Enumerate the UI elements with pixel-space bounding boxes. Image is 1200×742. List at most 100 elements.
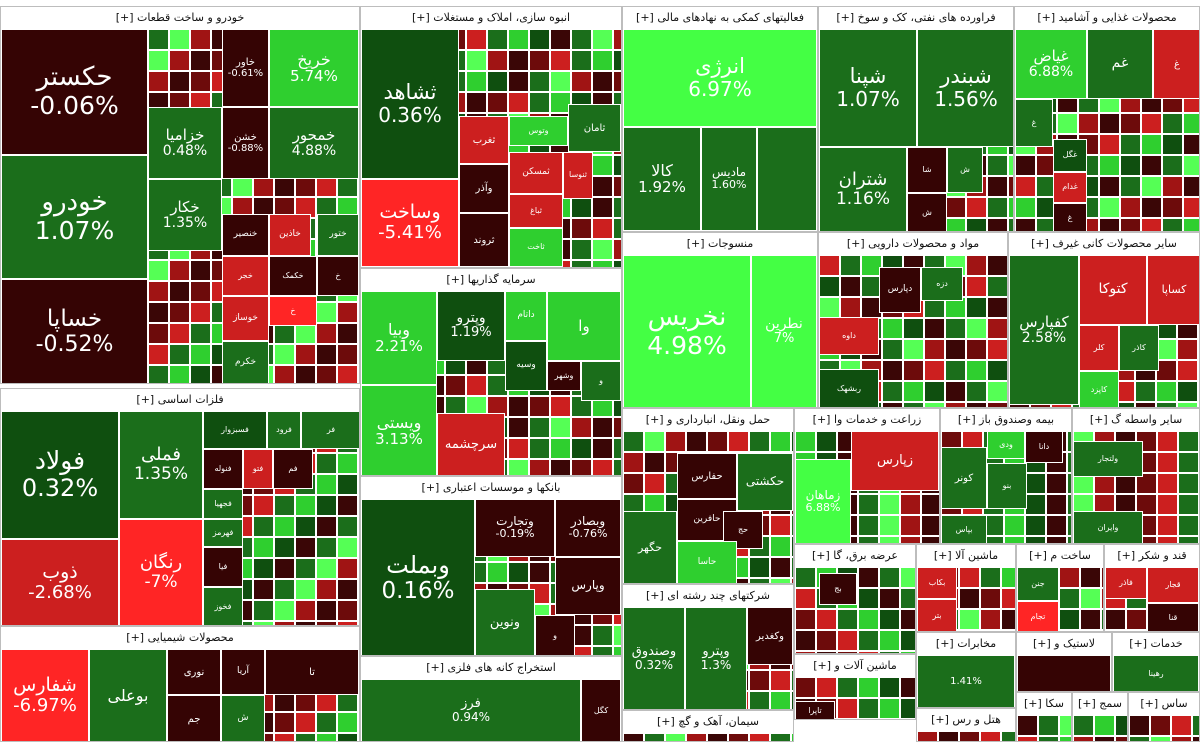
- filler-tile[interactable]: [316, 453, 337, 474]
- filler-tile[interactable]: [1156, 402, 1177, 407]
- filler-tile[interactable]: [816, 609, 837, 630]
- filler-tile[interactable]: [1038, 736, 1059, 741]
- stock-tile[interactable]: ختور: [317, 214, 359, 256]
- filler-tile[interactable]: [190, 50, 211, 71]
- sector-header[interactable]: محصولات غذایی و آشامید [+]: [1015, 7, 1199, 30]
- filler-tile[interactable]: [508, 50, 529, 71]
- filler-tile[interactable]: [571, 260, 592, 267]
- filler-tile[interactable]: [1156, 339, 1177, 360]
- stock-tile[interactable]: فنوله: [203, 449, 243, 489]
- filler-tile[interactable]: [1162, 155, 1183, 176]
- filler-tile[interactable]: [987, 255, 1007, 276]
- stock-tile[interactable]: فولاد 0.32%: [1, 411, 119, 539]
- filler-tile[interactable]: [592, 239, 613, 260]
- filler-tile[interactable]: [945, 381, 966, 402]
- stock-tile[interactable]: رنگان -7%: [119, 519, 203, 625]
- filler-tile[interactable]: [966, 402, 987, 407]
- filler-tile[interactable]: [592, 625, 613, 646]
- sector-سیمان-آهک-و-گچ[interactable]: سیمان، آهک و گچ [+]: [622, 710, 794, 742]
- filler-tile[interactable]: [1177, 381, 1198, 402]
- stock-tile[interactable]: بنو: [987, 463, 1027, 509]
- filler-tile[interactable]: [1115, 715, 1127, 736]
- filler-tile[interactable]: [900, 515, 921, 536]
- filler-tile[interactable]: [980, 567, 1001, 588]
- filler-tile[interactable]: [966, 276, 987, 297]
- filler-tile[interactable]: [508, 396, 529, 417]
- filler-tile[interactable]: [337, 365, 358, 383]
- filler-tile[interactable]: [903, 381, 924, 402]
- stock-tile[interactable]: وپترو 1.3%: [685, 607, 747, 709]
- filler-tile[interactable]: [1046, 473, 1067, 494]
- filler-tile[interactable]: [466, 71, 487, 92]
- filler-tile[interactable]: [1162, 218, 1183, 231]
- filler-tile[interactable]: [550, 459, 571, 475]
- filler-tile[interactable]: [879, 494, 900, 515]
- filler-tile[interactable]: [1126, 609, 1147, 630]
- stock-tile[interactable]: بپاس: [941, 515, 987, 543]
- filler-tile[interactable]: [190, 365, 211, 383]
- stock-tile[interactable]: وآذر: [459, 164, 509, 213]
- filler-tile[interactable]: [1120, 176, 1141, 197]
- sector-header[interactable]: سمج [+]: [1073, 693, 1127, 716]
- filler-tile[interactable]: [1171, 736, 1192, 741]
- stock-tile[interactable]: وتوس: [509, 116, 568, 146]
- filler-tile[interactable]: [550, 438, 571, 459]
- stock-tile[interactable]: نطرین 7%: [751, 255, 817, 407]
- filler-tile[interactable]: [571, 459, 592, 475]
- filler-tile[interactable]: [882, 318, 903, 339]
- filler-tile[interactable]: [148, 323, 169, 344]
- stock-tile[interactable]: خاذین: [269, 214, 311, 256]
- sector-header[interactable]: فعالیتهای کمکی به نهادهای مالی [+]: [623, 7, 817, 30]
- filler-tile[interactable]: [550, 71, 571, 92]
- stock-tile[interactable]: وتجارت -0.19%: [475, 499, 555, 557]
- filler-tile[interactable]: [795, 588, 816, 609]
- stock-tile[interactable]: بکاب: [917, 567, 957, 599]
- stock-tile[interactable]: نخریس 4.98%: [623, 255, 751, 407]
- filler-tile[interactable]: [1017, 736, 1038, 741]
- filler-tile[interactable]: [1025, 515, 1046, 536]
- filler-tile[interactable]: [316, 579, 337, 600]
- stock-tile[interactable]: زپارس: [851, 431, 939, 491]
- filler-tile[interactable]: [148, 302, 169, 323]
- filler-tile[interactable]: [358, 365, 359, 383]
- filler-tile[interactable]: [190, 281, 211, 302]
- filler-tile[interactable]: [1105, 609, 1126, 630]
- sector-سایر-واسطه-گ[interactable]: سایر واسطه گ [+] ولتجار وایران: [1072, 408, 1200, 544]
- filler-tile[interactable]: [358, 453, 359, 474]
- filler-tile[interactable]: [508, 417, 529, 438]
- sector-سمج[interactable]: سمج [+]: [1072, 692, 1128, 742]
- stock-tile[interactable]: کالا 1.92%: [623, 127, 701, 231]
- filler-tile[interactable]: [169, 260, 190, 281]
- filler-tile[interactable]: [1059, 609, 1080, 630]
- stock-tile[interactable]: کلر: [1079, 325, 1119, 371]
- filler-tile[interactable]: [337, 733, 358, 741]
- filler-tile[interactable]: [169, 281, 190, 302]
- filler-tile[interactable]: [253, 558, 274, 579]
- filler-tile[interactable]: [274, 516, 295, 537]
- filler-tile[interactable]: [1017, 715, 1038, 736]
- sector-زراعت-و-خدمات-وا[interactable]: زراعت و خدمات وا [+] زماهان 6.88% زپارس: [794, 408, 940, 544]
- filler-tile[interactable]: [879, 630, 900, 651]
- stock-tile[interactable]: داتام: [505, 291, 547, 341]
- filler-tile[interactable]: [795, 630, 816, 651]
- filler-tile[interactable]: [1177, 339, 1198, 360]
- filler-tile[interactable]: [337, 516, 358, 537]
- filler-tile[interactable]: [550, 396, 571, 417]
- sector-بانکها-و-موسسات-اعتباری[interactable]: بانکها و موسسات اعتباری [+] وبملت 0.16% وتج…: [360, 476, 622, 656]
- filler-tile[interactable]: [623, 733, 644, 741]
- filler-tile[interactable]: [1094, 736, 1115, 741]
- filler-tile[interactable]: [1129, 715, 1150, 736]
- filler-tile[interactable]: [571, 218, 592, 239]
- sector-header[interactable]: ماشین آلات و [+]: [795, 655, 915, 678]
- filler-tile[interactable]: [945, 318, 966, 339]
- filler-tile[interactable]: [358, 516, 359, 537]
- filler-tile[interactable]: [903, 339, 924, 360]
- filler-tile[interactable]: [592, 155, 613, 176]
- filler-tile[interactable]: [837, 698, 858, 719]
- filler-tile[interactable]: [274, 558, 295, 579]
- filler-tile[interactable]: [858, 588, 879, 609]
- filler-tile[interactable]: [274, 621, 295, 625]
- filler-tile[interactable]: [1094, 715, 1115, 736]
- filler-tile[interactable]: [945, 402, 966, 407]
- filler-tile[interactable]: [1015, 155, 1036, 176]
